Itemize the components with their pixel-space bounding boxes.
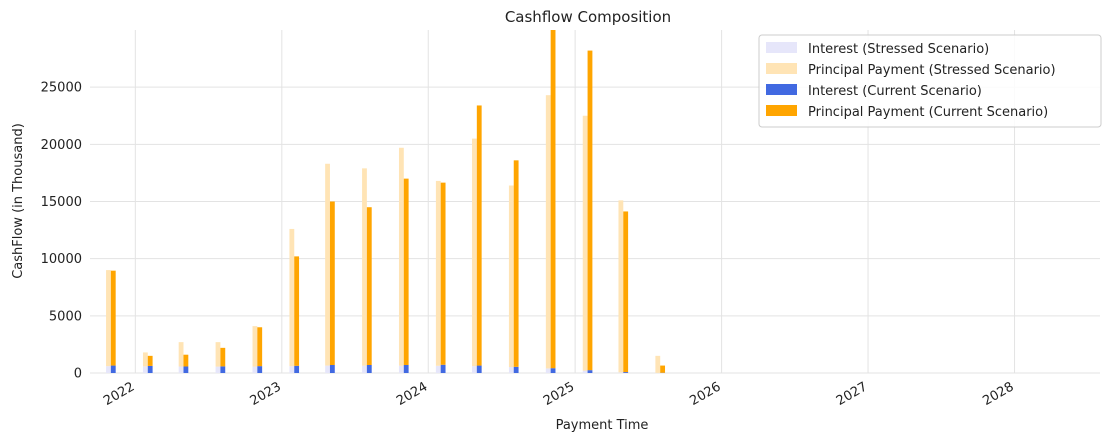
bar-principal-payment-current-scenario bbox=[403, 178, 409, 365]
y-tick-label: 10000 bbox=[41, 252, 82, 267]
bar-principal-payment-current-scenario bbox=[623, 211, 629, 373]
bar-principal-payment-current-scenario bbox=[476, 105, 482, 366]
bar-principal-payment-current-scenario bbox=[550, 30, 556, 369]
bar-principal-payment-stressed-scenario bbox=[106, 270, 111, 367]
x-tick-label: 2027 bbox=[834, 379, 870, 409]
bar-interest-stressed-scenario bbox=[215, 366, 221, 373]
legend-swatch bbox=[766, 105, 797, 116]
bar-principal-payment-stressed-scenario bbox=[398, 147, 404, 366]
bar-principal-payment-stressed-scenario bbox=[178, 342, 184, 367]
bar-interest-stressed-scenario bbox=[252, 366, 258, 373]
y-tick-label: 20000 bbox=[41, 138, 82, 153]
bar-principal-payment-stressed-scenario bbox=[252, 326, 258, 367]
x-tick-label: 2026 bbox=[687, 379, 723, 409]
bar-interest-stressed-scenario bbox=[325, 365, 330, 373]
bar-interest-current-scenario bbox=[476, 365, 482, 373]
bar-interest-stressed-scenario bbox=[289, 366, 295, 373]
bar-interest-current-scenario bbox=[550, 368, 556, 373]
bar-principal-payment-current-scenario bbox=[147, 355, 153, 366]
bar-principal-payment-current-scenario bbox=[110, 270, 116, 366]
bar-interest-current-scenario bbox=[329, 364, 335, 373]
bar-principal-payment-stressed-scenario bbox=[325, 163, 330, 366]
bar-interest-current-scenario bbox=[587, 370, 593, 373]
bar-principal-payment-stressed-scenario bbox=[472, 138, 477, 367]
bar-principal-payment-stressed-scenario bbox=[582, 115, 588, 371]
bar-principal-payment-stressed-scenario bbox=[142, 352, 148, 367]
bar-principal-payment-stressed-scenario bbox=[215, 342, 221, 367]
bar-interest-stressed-scenario bbox=[142, 366, 148, 373]
bar-interest-stressed-scenario bbox=[362, 365, 367, 373]
y-tick-label: 25000 bbox=[41, 81, 82, 96]
bar-principal-payment-stressed-scenario bbox=[545, 95, 551, 369]
bar-interest-stressed-scenario bbox=[472, 366, 477, 373]
bar-interest-current-scenario bbox=[513, 366, 519, 373]
bar-principal-payment-current-scenario bbox=[513, 160, 519, 367]
legend: Interest (Stressed Scenario) Principal Pa… bbox=[758, 34, 1102, 128]
bar-principal-payment-current-scenario bbox=[440, 182, 446, 365]
legend-label: Interest (Stressed Scenario) bbox=[808, 42, 989, 57]
x-tick-label: 2025 bbox=[541, 379, 577, 409]
bar-interest-stressed-scenario bbox=[106, 366, 111, 373]
bar-principal-payment-stressed-scenario bbox=[362, 168, 367, 366]
bar-interest-current-scenario bbox=[110, 365, 116, 373]
bar-interest-current-scenario bbox=[403, 364, 409, 373]
bar-interest-current-scenario bbox=[440, 364, 446, 373]
legend-swatch bbox=[766, 42, 797, 53]
bar-principal-payment-stressed-scenario bbox=[289, 228, 295, 367]
bar-interest-stressed-scenario bbox=[508, 367, 514, 373]
bar-principal-payment-current-scenario bbox=[587, 50, 593, 371]
x-tick-label: 2028 bbox=[980, 379, 1016, 409]
bar-interest-stressed-scenario bbox=[435, 365, 441, 373]
legend-swatch bbox=[766, 84, 797, 95]
bar-principal-payment-stressed-scenario bbox=[655, 355, 661, 373]
bar-interest-current-scenario bbox=[183, 366, 189, 373]
bar-principal-payment-stressed-scenario bbox=[618, 200, 624, 373]
bar-principal-payment-current-scenario bbox=[660, 365, 666, 373]
bar-interest-current-scenario bbox=[257, 366, 263, 373]
bar-interest-stressed-scenario bbox=[545, 368, 551, 373]
bar-principal-payment-stressed-scenario bbox=[435, 180, 441, 366]
bar-interest-stressed-scenario bbox=[618, 372, 624, 373]
y-axis-label: CashFlow (in Thousand) bbox=[11, 123, 26, 279]
chart-title: Cashflow Composition bbox=[505, 8, 671, 26]
y-tick-label: 0 bbox=[74, 367, 82, 382]
x-axis-label: Payment Time bbox=[556, 418, 649, 433]
legend-label: Principal Payment (Current Scenario) bbox=[808, 105, 1048, 120]
bar-interest-current-scenario bbox=[366, 364, 372, 373]
bar-principal-payment-current-scenario bbox=[220, 347, 226, 367]
bar-interest-stressed-scenario bbox=[398, 365, 404, 373]
x-tick-label: 2022 bbox=[101, 379, 137, 409]
y-axis-ticks: 0 5000 10000 15000 20000 25000 bbox=[41, 81, 82, 382]
bar-principal-payment-current-scenario bbox=[294, 256, 300, 366]
x-axis-ticks: 2022 2023 2024 2025 2026 2027 2028 bbox=[101, 379, 1016, 409]
bars bbox=[106, 30, 666, 373]
y-tick-label: 5000 bbox=[49, 309, 82, 324]
bar-principal-payment-current-scenario bbox=[329, 201, 335, 365]
bar-interest-current-scenario bbox=[294, 365, 300, 373]
bar-principal-payment-current-scenario bbox=[366, 207, 372, 365]
bar-interest-stressed-scenario bbox=[582, 370, 588, 373]
legend-box bbox=[758, 34, 1102, 128]
bar-interest-current-scenario bbox=[147, 365, 153, 373]
bar-principal-payment-current-scenario bbox=[183, 354, 189, 367]
x-tick-label: 2023 bbox=[248, 379, 284, 409]
y-tick-label: 15000 bbox=[41, 195, 82, 210]
bar-interest-stressed-scenario bbox=[178, 366, 184, 373]
bar-interest-current-scenario bbox=[220, 366, 226, 373]
bar-principal-payment-stressed-scenario bbox=[508, 185, 514, 368]
legend-label: Principal Payment (Stressed Scenario) bbox=[808, 63, 1056, 78]
bar-principal-payment-current-scenario bbox=[257, 327, 263, 367]
bar-interest-current-scenario bbox=[623, 372, 629, 373]
legend-swatch bbox=[766, 63, 797, 74]
x-tick-label: 2024 bbox=[394, 379, 430, 409]
legend-label: Interest (Current Scenario) bbox=[808, 84, 982, 99]
